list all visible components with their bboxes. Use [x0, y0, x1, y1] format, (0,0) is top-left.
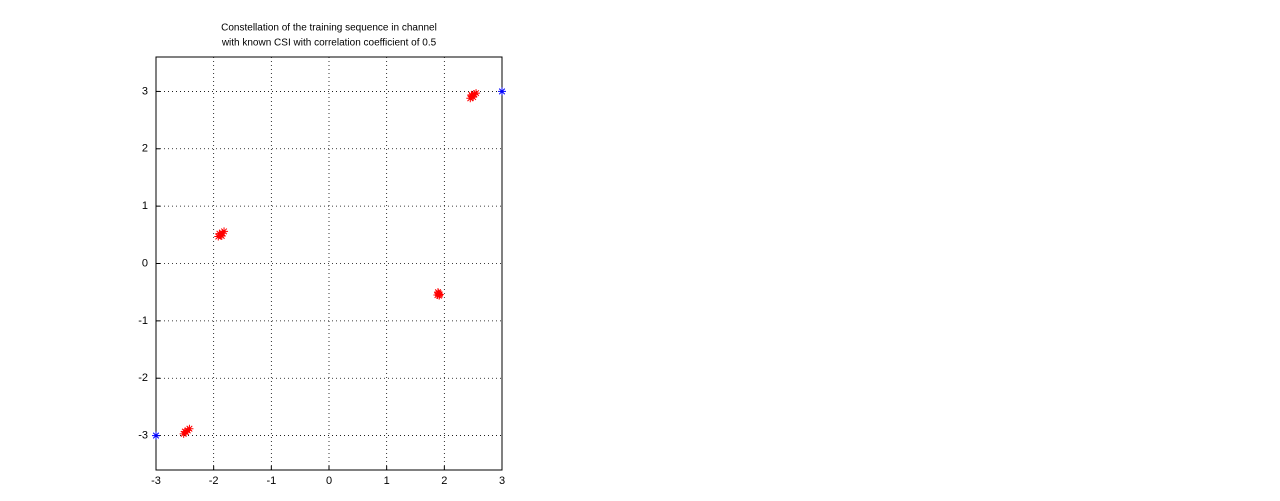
point [433, 288, 442, 297]
point [467, 90, 476, 99]
point [435, 291, 444, 300]
x-tick-label: -3 [151, 475, 161, 487]
y-tick-label: -2 [138, 372, 148, 384]
point [217, 231, 226, 240]
point [498, 87, 506, 96]
point [220, 227, 229, 236]
y-tick-label: -1 [138, 315, 148, 327]
chart-title: with known CSI with correlation coeffici… [221, 38, 437, 49]
point [152, 431, 160, 440]
x-tick-label: -2 [209, 475, 219, 487]
x-tick-label: 0 [326, 475, 332, 487]
y-tick-label: 3 [142, 85, 148, 97]
y-tick-label: 0 [142, 257, 148, 269]
x-tick-label: 1 [384, 475, 390, 487]
y-tick-label: 1 [142, 200, 148, 212]
x-tick-label: 2 [441, 475, 447, 487]
y-tick-label: -3 [138, 429, 148, 441]
chart-title: Constellation of the training sequence i… [221, 23, 437, 34]
point [472, 89, 481, 98]
point [185, 424, 194, 433]
y-tick-label: 2 [142, 143, 148, 155]
x-tick-label: -1 [266, 475, 276, 487]
x-tick-label: 3 [499, 475, 505, 487]
plot-frame [155, 56, 503, 471]
point [180, 427, 189, 436]
